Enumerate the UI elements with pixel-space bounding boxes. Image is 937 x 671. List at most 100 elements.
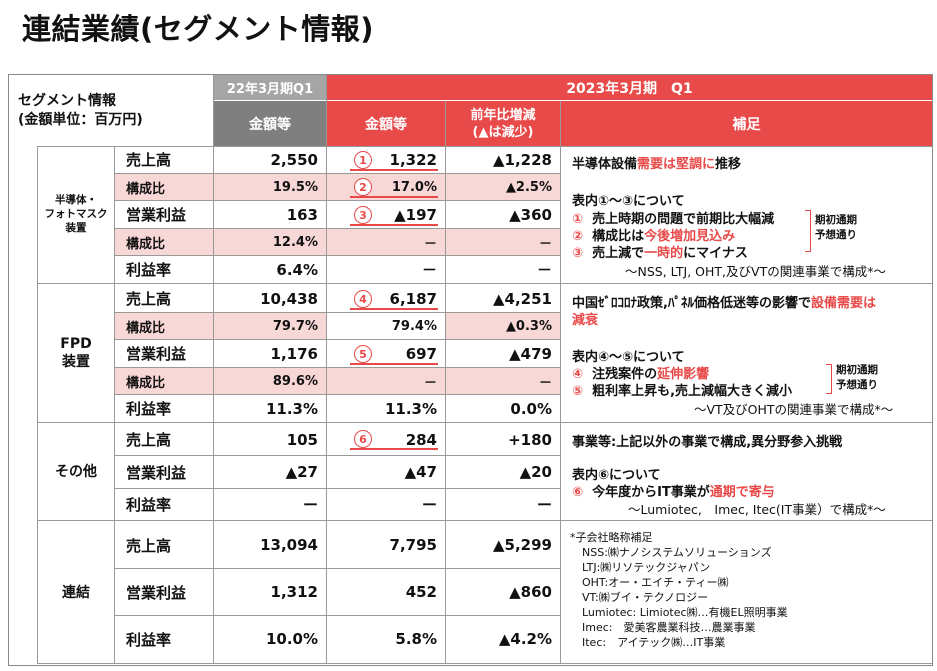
grid-line: [37, 146, 38, 664]
segment-name-fpd: FPD 装置: [38, 284, 114, 422]
grid-line: [445, 101, 446, 664]
segment-name-line: フォトマスク: [44, 208, 108, 220]
abbr-line: *子会社略称補足: [570, 531, 653, 544]
table-cell-yoy: －: [446, 368, 560, 394]
segment-name-line: FPD: [60, 336, 92, 352]
note-text: 注残案件の: [592, 367, 658, 382]
abbr-line: Itec: アイテック㈱…IT事業: [582, 636, 726, 649]
bracket-note-line: 期初通期: [815, 214, 857, 226]
note-item: ⑤ 粗利率上昇も,売上減幅大きく減小: [572, 380, 792, 399]
note-text: 売上減で: [592, 246, 645, 261]
segment-name-line: 半導体・: [55, 194, 97, 206]
note-text: にマイナス: [683, 246, 748, 261]
table-cell-prev: ▲27: [285, 463, 318, 481]
table-row-label: 営業利益: [126, 583, 187, 602]
header-amount-prev: 金額等: [214, 101, 326, 146]
bracket-note-line: 予想通り: [815, 229, 857, 241]
table-cell-yoy: ▲20: [519, 463, 552, 481]
note-text: 構成比は: [592, 229, 645, 244]
header-yoy-line2: (▲は減少): [472, 124, 534, 140]
note-number: ④: [572, 367, 584, 382]
marker-underline: [350, 363, 438, 365]
segment-table-frame: [8, 74, 933, 666]
bracket-mark: [826, 364, 832, 394]
table-cell-prev: 6.4%: [276, 260, 318, 279]
marker-circle: 3: [354, 206, 372, 224]
bracket-note: 期初通期 予想通り: [815, 213, 857, 243]
corner-label: セグメント情報 (金額単位：百万円): [18, 86, 208, 136]
note-highlight: 需要は堅調に: [637, 157, 716, 172]
table-cell-cur: 5.8%: [395, 630, 437, 648]
marker-circle: 1: [354, 151, 372, 169]
note-item: ⑥ 今年度からIT事業が通期で寄与: [572, 481, 775, 500]
table-cell-yoy: ▲1,228: [493, 150, 552, 169]
note-number: ⑤: [572, 384, 584, 399]
table-cell-prev: 19.5%: [214, 174, 326, 200]
grid-line: [114, 568, 560, 569]
table-cell-prev: 1,176: [270, 344, 318, 363]
page-title: 連結業績(セグメント情報): [22, 12, 375, 46]
note-item: ④ 注残案件の延伸影響: [572, 363, 709, 382]
abbr-line: OHT:オー・エイチ・ティー㈱: [582, 576, 729, 589]
table-row-label: 売上高: [126, 151, 172, 169]
table-cell-yoy: －: [446, 229, 560, 255]
grid-line: [114, 146, 115, 664]
abbr-line: VT:㈱ブイ・テクノロジー: [582, 591, 709, 604]
note-line: 減衰: [572, 309, 598, 328]
header-yoy: 前年比増減 (▲は減少): [446, 101, 560, 146]
table-row-label: 構成比: [114, 174, 214, 200]
bracket-note-line: 期初通期: [836, 364, 878, 376]
table-row-label: 構成比: [114, 313, 214, 339]
table-cell-prev: 12.4%: [214, 229, 326, 255]
corner-line2: (金額単位：百万円): [18, 112, 143, 128]
grid-line: [37, 663, 932, 664]
table-cell-yoy: ▲360: [509, 205, 552, 224]
segment-name-other: その他: [55, 463, 97, 480]
note-text: 売上時期の問題で前期比大幅減: [592, 212, 775, 227]
grid-line: [114, 367, 560, 368]
table-cell-prev: 13,094: [260, 536, 318, 554]
corner-line1: セグメント情報: [18, 93, 116, 109]
abbr-line: NSS:㈱ナノシステムソリューションズ: [582, 546, 772, 559]
note-text: 推移: [715, 157, 742, 172]
marker-underline: [350, 196, 438, 198]
marker-underline: [350, 224, 438, 226]
marker-underline: [350, 448, 438, 450]
note-highlight: 減衰: [572, 313, 599, 328]
table-cell-prev: 79.7%: [214, 313, 326, 339]
note-footer: ～VT及びOHTの関連事業で構成*～: [694, 402, 894, 417]
note-number: ③: [572, 246, 584, 261]
header-note: 補足: [561, 101, 932, 146]
abbr-line: Lumiotec: Limiotec㈱…有機EL照明事業: [582, 606, 788, 619]
note-line: 中国ｾﾞﾛｺﾛﾅ政策,ﾊﾟﾈﾙ価格低迷等の影響で設備需要は: [572, 292, 876, 311]
table-cell-cur: ー: [421, 496, 437, 514]
table-cell-yoy: －: [536, 261, 552, 279]
note-highlight: 延伸影響: [657, 367, 710, 382]
segment-name-line: 装置: [62, 354, 90, 370]
note-highlight: 一時的: [644, 246, 684, 261]
segment-name-consolidated: 連結: [62, 584, 90, 601]
abbreviation-notes: *子会社略称補足 NSS:㈱ナノシステムソリューションズ LTJ:㈱リソテックジ…: [570, 530, 788, 650]
abbr-line: LTJ:㈱リソテックジャパン: [582, 561, 711, 574]
grid-line: [114, 200, 560, 201]
grid-line: [37, 283, 932, 284]
table-row-label: 売上高: [126, 290, 172, 308]
note-line: 半導体設備需要は堅調に推移: [572, 153, 741, 172]
bracket-note: 期初通期 予想通り: [836, 363, 878, 393]
marker-underline: [350, 308, 438, 310]
table-cell-cur: ▲47: [404, 463, 437, 481]
note-heading: 表内⑥について: [572, 468, 661, 483]
note-number: ⑥: [572, 485, 584, 500]
note-footer: ～Lumiotec, Imec, Itec(IT事業）で構成*～: [628, 502, 886, 517]
table-cell-yoy: 0.0%: [510, 399, 552, 418]
grid-line: [114, 615, 560, 616]
table-row-label: 構成比: [114, 368, 214, 394]
note-number: ①: [572, 212, 584, 227]
grid-line: [213, 75, 214, 664]
grid-line: [560, 101, 561, 664]
note-heading: 表内④～⑤について: [572, 350, 685, 365]
table-cell-prev: 2,550: [270, 150, 318, 169]
table-cell-cur: ▲197: [394, 205, 437, 224]
note-item: ② 構成比は今後増加見込み: [572, 225, 735, 244]
grid-line: [114, 339, 560, 340]
